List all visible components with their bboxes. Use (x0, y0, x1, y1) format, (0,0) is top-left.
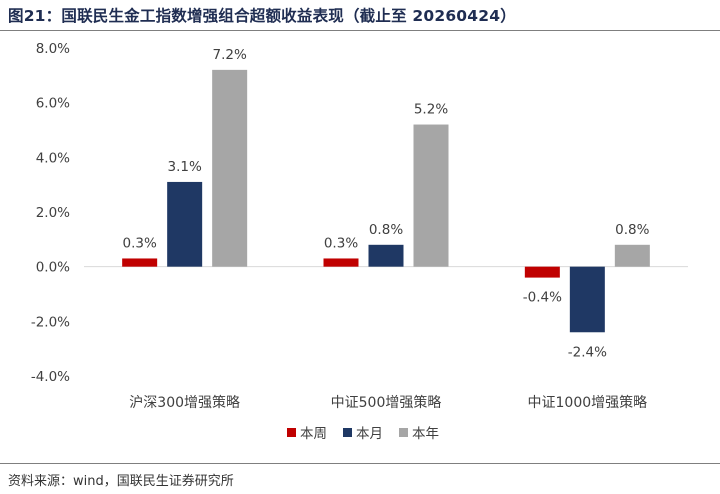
y-tick-label: 2.0% (36, 205, 70, 221)
bar-3-2 (413, 124, 449, 267)
bar-3-1 (212, 69, 248, 267)
y-tick-label: -2.0% (31, 314, 70, 330)
source-note: 资料来源：wind，国联民生证券研究所 (8, 474, 234, 489)
category-label: 中证500增强策略 (331, 394, 442, 411)
data-label: 0.3% (123, 235, 157, 251)
bar-1-1 (122, 258, 158, 267)
bar-2-1 (167, 181, 203, 267)
legend-swatch (287, 428, 296, 437)
legend-label: 本年 (412, 426, 439, 442)
category-label: 沪深300增强策略 (129, 394, 240, 411)
y-axis: -4.0% -2.0% 0.0% 2.0% 4.0% 6.0% 8.0% (31, 41, 70, 385)
bar-2-3 (569, 266, 605, 333)
legend: 本周 本月 本年 (287, 426, 439, 442)
data-label: 0.8% (615, 222, 649, 238)
data-label: 5.2% (414, 102, 448, 118)
y-tick-label: 6.0% (36, 96, 70, 112)
data-labels-group: 0.3% 3.1% 7.2% 0.3% 0.8% 5.2% -0.4% -2.4% 0.8% (123, 47, 650, 360)
legend-label: 本周 (300, 426, 327, 442)
figure-title: 图21：国联民生金工指数增强组合超额收益表现（截止至 20260424） (8, 7, 516, 25)
bars-group (122, 69, 650, 333)
data-label: 0.8% (369, 222, 403, 238)
title-rule (0, 30, 720, 31)
data-label: -0.4% (523, 290, 562, 306)
y-tick-label: 8.0% (36, 41, 70, 57)
y-tick-label: -4.0% (31, 369, 70, 385)
legend-swatch (399, 428, 408, 437)
x-axis: 沪深300增强策略 中证500增强策略 中证1000增强策略 (129, 394, 647, 411)
legend-label: 本月 (356, 426, 383, 442)
y-tick-label: 0.0% (36, 260, 70, 276)
category-label: 中证1000增强策略 (528, 394, 648, 411)
source-rule (0, 463, 720, 464)
bar-2-2 (368, 244, 404, 267)
data-label: -2.4% (568, 344, 607, 360)
bar-1-2 (323, 258, 359, 267)
bar-3-3 (614, 244, 650, 267)
y-tick-label: 4.0% (36, 150, 70, 166)
data-label: 7.2% (213, 47, 247, 63)
legend-swatch (343, 428, 352, 437)
data-label: 0.3% (324, 235, 358, 251)
data-label: 3.1% (168, 159, 202, 175)
bar-1-3 (524, 266, 560, 278)
